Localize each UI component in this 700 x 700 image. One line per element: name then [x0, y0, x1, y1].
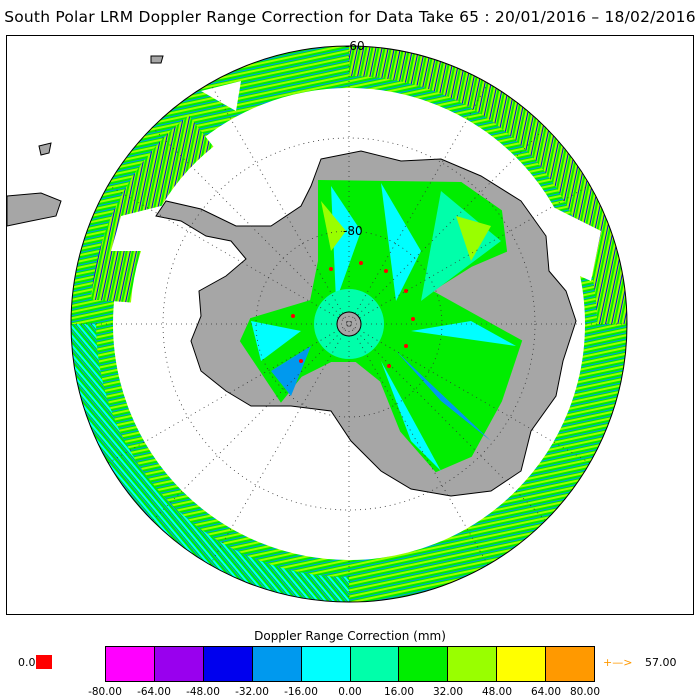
- colorbar-segment: [106, 647, 155, 681]
- lat-label-80: -80: [343, 224, 363, 238]
- south-america-tip: [7, 192, 62, 227]
- colorbar-title: Doppler Range Correction (mm): [254, 629, 446, 643]
- over-range-arrow: +—>: [603, 656, 633, 669]
- colorbar: [105, 646, 595, 682]
- colorbar-segment: [252, 647, 302, 681]
- map-panel: -60 -80: [6, 35, 694, 615]
- colorbar-tick: 32.00: [432, 686, 464, 698]
- colorbar-tick: 0.00: [338, 686, 362, 698]
- map-title: South Polar LRM Doppler Range Correction…: [4, 8, 696, 26]
- continent-data-fan: [239, 179, 523, 473]
- polar-map: [7, 45, 628, 603]
- lat-label-60: -60: [345, 39, 365, 53]
- map-boundary-circle: [70, 45, 628, 603]
- colorbar-tick: 48.00: [481, 686, 513, 698]
- colorbar-tick: -48.00: [186, 686, 220, 698]
- colorbar-tick: -16.00: [284, 686, 318, 698]
- under-range-swatch: [36, 655, 52, 669]
- colorbar-tick: 16.00: [383, 686, 415, 698]
- colorbar-tick: 80.00: [569, 686, 601, 698]
- colorbar-tick: -80.00: [88, 686, 122, 698]
- colorbar-segment: [448, 647, 498, 681]
- island-1: [38, 142, 52, 156]
- colorbar-segment: [546, 647, 595, 681]
- colorbar-segment: [399, 647, 449, 681]
- colorbar-segment: [301, 647, 351, 681]
- over-range-value: 57.00: [645, 656, 677, 669]
- colorbar-segment: [154, 647, 204, 681]
- colorbar-segment: [203, 647, 253, 681]
- under-range-label: 0.0: [18, 656, 36, 669]
- island-2: [150, 55, 164, 64]
- colorbar-segment: [350, 647, 400, 681]
- graticule: [71, 46, 627, 602]
- colorbar-segment: [497, 647, 547, 681]
- colorbar-tick: -64.00: [137, 686, 171, 698]
- colorbar-tick: -32.00: [235, 686, 269, 698]
- colorbar-tick: 64.00: [530, 686, 562, 698]
